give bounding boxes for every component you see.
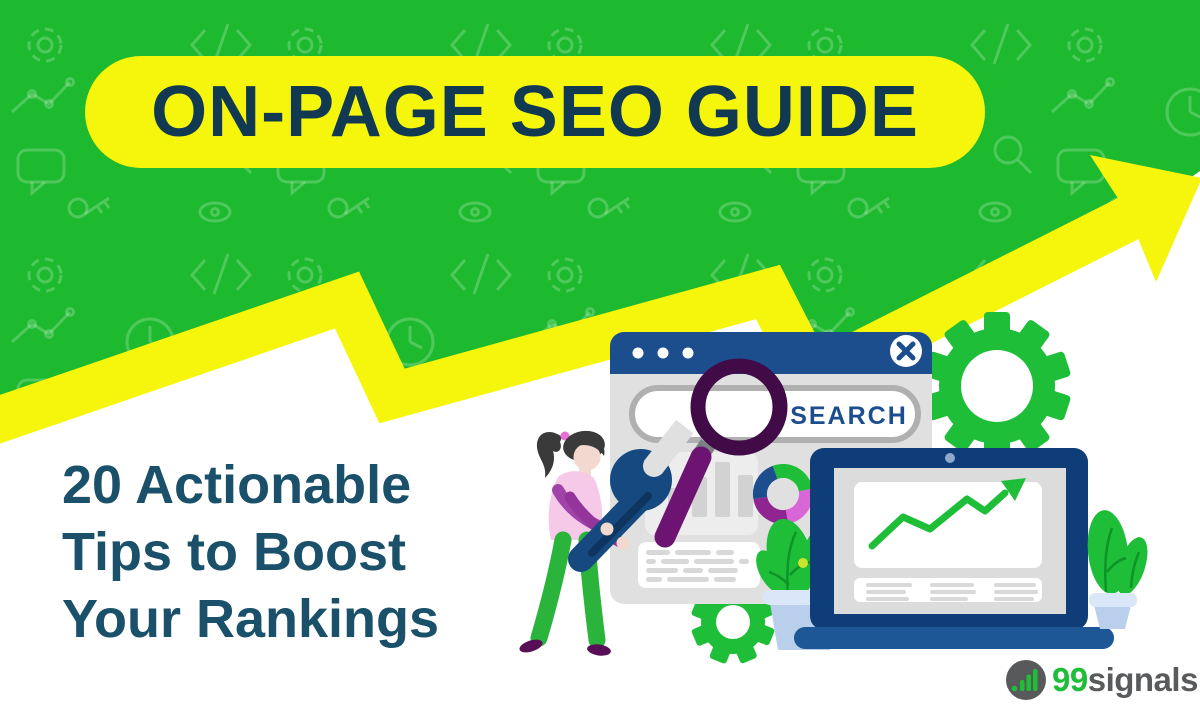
laptop [794, 448, 1114, 649]
laptop-base [794, 627, 1114, 649]
hands [600, 522, 630, 550]
growth-chart-icon [868, 478, 1026, 550]
brand-name: 99signals [1052, 661, 1198, 699]
brand-word: signals [1087, 661, 1199, 698]
gear-icon-large [923, 312, 1071, 460]
brand-number: 99 [1052, 661, 1088, 698]
close-icon [890, 335, 922, 367]
placeholder-text-lines [646, 550, 749, 582]
subtitle-line-3: Your Rankings [62, 589, 440, 649]
face [573, 443, 601, 471]
browser-titlebar [610, 332, 932, 374]
wrench-icon [568, 419, 694, 572]
subtitle: 20 Actionable Tips to Boost Your Ranking… [62, 452, 439, 653]
woman-illustration [519, 430, 626, 656]
pot-right [1089, 593, 1137, 629]
window-dots-icon [632, 347, 694, 359]
hair-fringe [568, 436, 605, 456]
leg-left [530, 531, 572, 647]
plant-berry [798, 558, 808, 568]
donut-chart-icon [752, 464, 814, 525]
title-banner: ON-PAGE SEO GUIDE [85, 56, 985, 168]
subtitle-line-2: Tips to Boost [62, 522, 406, 582]
brand-logo: 99signals [1006, 658, 1198, 702]
ponytail [536, 432, 562, 478]
neck [579, 466, 591, 476]
page-title: ON-PAGE SEO GUIDE [151, 72, 919, 152]
shoe-left [519, 639, 543, 653]
subtitle-line-1: 20 Actionable [62, 455, 412, 515]
laptop-camera-icon [945, 453, 955, 463]
laptop-text-lines [866, 583, 1038, 601]
plant-right [1087, 510, 1148, 629]
shoe-right [587, 644, 611, 656]
signal-bars-icon [1006, 660, 1046, 700]
search-label: SEARCH [790, 402, 908, 430]
wrench-handle-stripe [588, 492, 652, 557]
magnifier-icon [654, 358, 788, 548]
